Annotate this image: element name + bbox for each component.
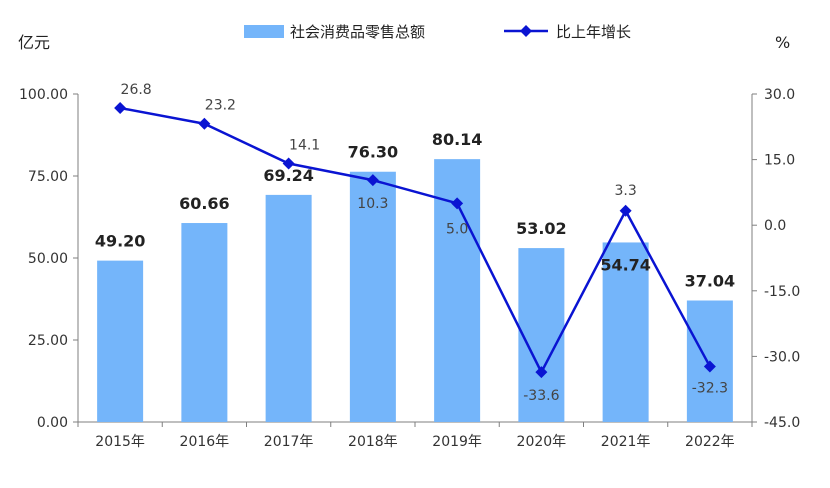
- legend-line-label: 比上年增长: [556, 23, 631, 41]
- right-axis-unit: %: [775, 33, 790, 52]
- left-tick-label: 25.00: [28, 333, 68, 349]
- bar-value-label: 76.30: [348, 143, 399, 162]
- left-tick-label: 75.00: [28, 169, 68, 185]
- legend-bar-swatch: [244, 25, 284, 38]
- left-tick-label: 50.00: [28, 251, 68, 267]
- x-tick-label: 2017年: [264, 434, 314, 450]
- right-tick-label: 15.0: [764, 153, 795, 169]
- line-marker: [282, 157, 295, 170]
- line-value-label: -32.3: [692, 380, 728, 396]
- line-marker: [535, 366, 548, 379]
- line-series: [114, 101, 716, 379]
- bar: [518, 248, 565, 422]
- bar-data-labels: 49.20 60.66 69.24 76.30 80.14 53.02 54.74 37.04: [95, 130, 735, 290]
- line-marker: [703, 360, 716, 373]
- line-value-label: 23.2: [205, 98, 236, 114]
- left-axis-unit: 亿元: [18, 33, 50, 52]
- left-tick-label: 0.00: [37, 415, 68, 431]
- line-value-label: 5.0: [446, 221, 468, 237]
- line-path: [119, 106, 711, 374]
- right-tick-label: -15.0: [764, 284, 800, 300]
- line-value-label: -33.6: [523, 388, 559, 404]
- right-axis: -45.0 -30.0 -15.0 0.0 15.0 30.0: [751, 87, 800, 431]
- line-data-labels: 26.8 23.2 14.1 10.3 5.0 -33.6 3.3 -32.3: [121, 82, 728, 404]
- bar-value-label: 49.20: [95, 232, 146, 251]
- bar-value-label: 37.04: [685, 272, 736, 291]
- right-tick-label: 30.0: [764, 87, 795, 103]
- line-marker: [198, 117, 211, 130]
- left-axis-ticks: 0.00 25.00 50.00 75.00 100.00: [19, 87, 78, 431]
- bar: [602, 242, 649, 422]
- line-marker: [451, 197, 464, 210]
- bar: [181, 223, 228, 422]
- line-value-label: 10.3: [357, 196, 388, 212]
- bar: [97, 260, 144, 422]
- right-tick-label: -45.0: [764, 415, 800, 431]
- x-axis-ticks: 2015年 2016年 2017年 2018年 2019年 2020年 2021年 2022年: [77, 422, 753, 450]
- bar-value-label: 60.66: [179, 194, 230, 213]
- x-tick-label: 2015年: [95, 434, 145, 450]
- line-value-label: 14.1: [289, 138, 320, 154]
- right-tick-label: 0.0: [764, 218, 786, 234]
- legend: 社会消费品零售总额 比上年增长: [244, 23, 631, 41]
- x-tick-label: 2021年: [601, 434, 651, 450]
- x-axis: 2015年 2016年 2017年 2018年 2019年 2020年 2021年 2022年: [77, 421, 753, 450]
- left-axis: 0.00 25.00 50.00 75.00 100.00: [19, 87, 79, 431]
- bar-series: [97, 159, 733, 422]
- x-tick-label: 2018年: [348, 434, 398, 450]
- line-marker: [114, 101, 127, 114]
- bar-value-label: 69.24: [263, 166, 314, 185]
- x-tick-label: 2019年: [432, 434, 482, 450]
- line-marker: [619, 204, 632, 217]
- bar: [349, 171, 396, 422]
- x-tick-label: 2016年: [180, 434, 230, 450]
- x-tick-label: 2020年: [517, 434, 567, 450]
- bar-value-label: 80.14: [432, 130, 483, 149]
- line-value-label: 26.8: [121, 82, 152, 98]
- legend-line-marker: [520, 25, 532, 37]
- left-tick-label: 100.00: [19, 87, 68, 103]
- right-tick-label: -30.0: [764, 349, 800, 365]
- bar-value-label: 54.74: [600, 255, 651, 274]
- right-axis-ticks: -45.0 -30.0 -15.0 0.0 15.0 30.0: [752, 87, 800, 431]
- legend-bar-label: 社会消费品零售总额: [290, 23, 425, 41]
- bar: [265, 194, 312, 422]
- line-value-label: 3.3: [614, 183, 636, 199]
- x-tick-label: 2022年: [685, 434, 735, 450]
- line-marker: [366, 174, 379, 187]
- bar-value-label: 53.02: [516, 219, 567, 238]
